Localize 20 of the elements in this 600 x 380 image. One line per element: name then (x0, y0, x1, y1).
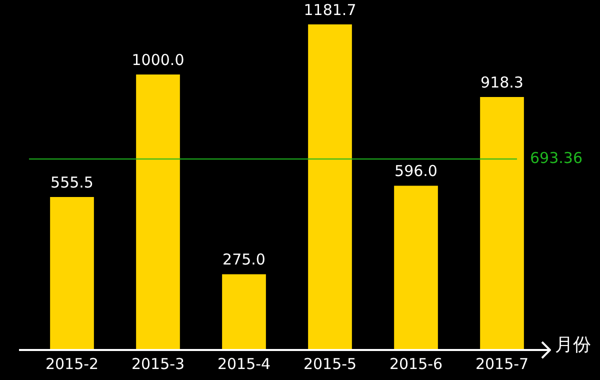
bar (394, 186, 438, 350)
x-tick-label: 2015-2 (45, 354, 99, 373)
data-label: 555.5 (50, 173, 94, 192)
ref-line-label: 693.36 (530, 148, 582, 167)
x-tick-label: 2015-3 (131, 354, 185, 373)
data-label: 275.0 (222, 250, 266, 269)
x-tick-label: 2015-7 (475, 354, 529, 373)
bar (480, 96, 524, 350)
data-label: 1181.7 (304, 0, 356, 19)
x-tick-label: 2015-6 (389, 354, 443, 373)
data-label: 918.3 (480, 73, 524, 92)
bar (136, 74, 180, 350)
x-tick-label: 2015-5 (303, 354, 357, 373)
bar (308, 24, 352, 350)
bar (222, 274, 266, 350)
x-tick-label: 2015-4 (217, 354, 271, 373)
x-axis-title: 月份 (555, 334, 591, 356)
data-label: 1000.0 (132, 50, 184, 69)
data-label: 596.0 (394, 162, 438, 180)
bar (50, 196, 94, 350)
